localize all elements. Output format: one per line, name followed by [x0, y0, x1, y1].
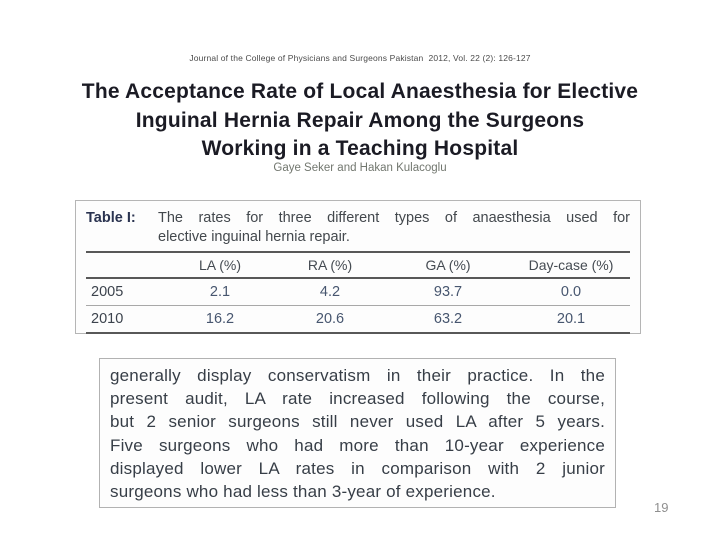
paper-title-line-3: Working in a Teaching Hospital — [201, 137, 519, 160]
row-year: 2005 — [91, 284, 124, 300]
table-row: 2005 2.1 4.2 93.7 0.0 — [86, 279, 630, 306]
column-header-day-case: Day-case (%) — [528, 257, 614, 273]
column-header-ga: GA (%) — [425, 257, 471, 273]
excerpt-line: displayed lower LA rates in comparison w… — [110, 458, 605, 478]
excerpt-line: but 2 senior surgeons still never used L… — [110, 412, 605, 432]
row-day-case-value: 0.0 — [560, 284, 582, 300]
row-ra-value: 20.6 — [315, 311, 345, 327]
table-caption: Table I: The rates for three different t… — [86, 209, 630, 247]
row-ga-value: 93.7 — [433, 284, 463, 300]
authors-line: Gaye Seker and Hakan Kulacoglu — [273, 162, 447, 174]
table-caption-text: The rates for three different types of a… — [158, 209, 630, 247]
table-caption-text-line-2: elective inguinal hernia repair. — [158, 229, 350, 245]
table-header-row: LA (%) RA (%) GA (%) Day-case (%) — [86, 251, 630, 279]
row-la-value: 16.2 — [205, 311, 235, 327]
anaesthesia-rates-table: LA (%) RA (%) GA (%) Day-case (%) 2005 2… — [86, 251, 630, 334]
paper-excerpt-box: generally display conservatism in their … — [99, 358, 616, 508]
row-ra-value: 4.2 — [319, 284, 341, 300]
excerpt-line: present audit, LA rate increased followi… — [110, 389, 605, 409]
row-year: 2010 — [91, 311, 124, 327]
slide-page-number: 19 — [654, 500, 669, 515]
column-header-ra: RA (%) — [307, 257, 353, 273]
row-la-value: 2.1 — [209, 284, 231, 300]
excerpt-line: surgeons who had less than 3-year of exp… — [110, 482, 496, 502]
journal-citation: Journal of the College of Physicians and… — [189, 53, 531, 63]
table-row: 2010 16.2 20.6 63.2 20.1 — [86, 306, 630, 334]
paper-title: The Acceptance Rate of Local Anaesthesia… — [0, 78, 720, 164]
excerpt-line: Five surgeons who had more than 10-year … — [110, 435, 605, 455]
column-header-la: LA (%) — [198, 257, 241, 273]
paper-title-line-2: Inguinal Hernia Repair Among the Surgeon… — [135, 108, 585, 132]
table-caption-text-line-1: The rates for three different types of a… — [158, 210, 630, 226]
paper-title-line-1: The Acceptance Rate of Local Anaesthesia… — [81, 80, 639, 103]
table-1-box: Table I: The rates for three different t… — [75, 200, 641, 334]
row-day-case-value: 20.1 — [556, 311, 586, 327]
row-ga-value: 63.2 — [433, 311, 463, 327]
excerpt-line: generally display conservatism in their … — [110, 366, 605, 385]
table-caption-label: Table I: — [86, 210, 136, 226]
